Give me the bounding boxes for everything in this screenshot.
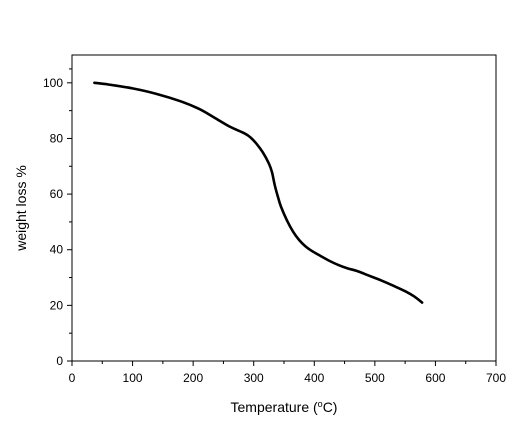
y-tick-label: 20 bbox=[50, 298, 64, 312]
x-axis-label: Temperature (oC) bbox=[231, 399, 338, 415]
x-axis-label-pre: Temperature ( bbox=[231, 399, 318, 415]
plot-frame bbox=[71, 54, 497, 362]
y-tick-label: 100 bbox=[43, 76, 63, 90]
y-tick-label: 60 bbox=[50, 187, 64, 201]
x-tick-label: 200 bbox=[183, 371, 203, 385]
x-tick-label: 100 bbox=[123, 371, 143, 385]
x-tick-label: 500 bbox=[365, 371, 385, 385]
x-tick-label: 700 bbox=[486, 371, 506, 385]
x-axis-label-degree: o bbox=[318, 399, 323, 409]
y-axis-ticks: 0 20 40 60 80 100 bbox=[43, 68, 72, 368]
y-tick-label: 0 bbox=[56, 354, 63, 368]
x-axis-label-post: C) bbox=[323, 399, 338, 415]
y-tick-label: 40 bbox=[50, 243, 64, 257]
x-tick-label: 400 bbox=[304, 371, 324, 385]
y-axis-label: weight loss % bbox=[13, 165, 29, 252]
x-tick-label: 300 bbox=[244, 371, 264, 385]
x-axis-ticks: 0 100 200 300 400 500 600 700 bbox=[69, 361, 506, 385]
series-line bbox=[93, 81, 424, 304]
x-tick-label: 600 bbox=[425, 371, 445, 385]
x-tick-label: 0 bbox=[69, 371, 76, 385]
y-tick-label: 80 bbox=[50, 131, 64, 145]
series-layer bbox=[93, 81, 424, 304]
